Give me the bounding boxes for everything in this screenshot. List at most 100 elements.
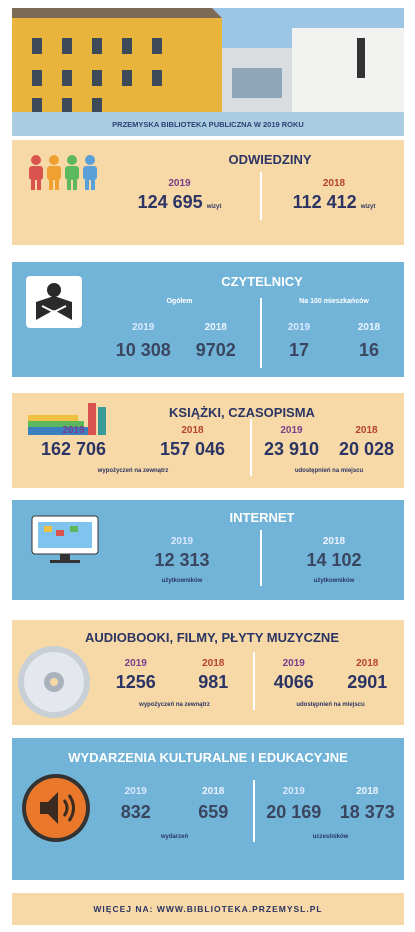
section-title: INTERNET: [230, 510, 295, 525]
group-note: użytkowników: [314, 578, 355, 584]
group-note: uczestników: [313, 834, 349, 840]
stat-value: 12 313: [154, 550, 209, 571]
icon: [24, 152, 104, 192]
section: ODWIEDZINY 2019 124 695 wizyt 2018 112 412 wiz…: [12, 140, 404, 245]
divider: [250, 419, 252, 476]
year-label: 2018: [323, 178, 345, 189]
year-label: 2018: [323, 536, 345, 547]
section-title: CZYTELNICY: [221, 274, 303, 289]
stat-value: 981: [198, 672, 228, 693]
year-label: 2018: [202, 658, 224, 669]
divider: [253, 780, 255, 842]
stat-value: 832: [121, 802, 151, 823]
stat-number: 20 028: [339, 439, 394, 459]
year-label: 2019: [283, 786, 305, 797]
stat-value: 10 308: [116, 340, 171, 361]
stat-number: 162 706: [41, 439, 106, 459]
year-label: 2018: [202, 786, 224, 797]
footer-text: WIĘCEJ NA: WWW.BIBLIOTEKA.PRZEMYSL.PL: [93, 904, 322, 914]
section: INTERNET 2019 12 313 użytkowników 2018 14 102…: [12, 500, 404, 600]
year-label: 2019: [132, 322, 154, 333]
year-label: 2018: [205, 322, 227, 333]
stat-value: 17: [289, 340, 309, 361]
group-label: Na 100 mieszkańców: [299, 298, 369, 305]
group-note: użytkowników: [162, 578, 203, 584]
year-label: 2019: [288, 322, 310, 333]
year-label: 2018: [181, 425, 203, 436]
stat-unit: wizyt: [361, 204, 376, 210]
stat-value: 16: [359, 340, 379, 361]
stat-number: 2901: [347, 672, 387, 692]
section: KSIĄŻKI, CZASOPISMA 2019 162 706 2018 157 04…: [12, 393, 404, 488]
header-photo: PRZEMYSKA BIBLIOTEKA PUBLICZNA W 2019 RO…: [12, 8, 404, 136]
divider: [260, 530, 262, 586]
stat-value: 9702: [196, 340, 236, 361]
stat-value: 4066: [274, 672, 314, 693]
stat-unit: wizyt: [207, 204, 222, 210]
stat-value: 23 910: [264, 439, 319, 460]
stat-number: 112 412: [293, 192, 357, 212]
group-note: udostępnień na miejscu: [296, 702, 364, 708]
section-title: AUDIOBOOKI, FILMY, PŁYTY MUZYCZNE: [85, 630, 339, 645]
stat-value: 162 706: [41, 439, 106, 460]
year-label: 2018: [355, 425, 377, 436]
icon: [30, 514, 100, 566]
section-title: WYDARZENIA KULTURALNE I EDUKACYJNE: [68, 750, 348, 765]
stat-number: 124 695: [138, 192, 203, 212]
stat-number: 16: [359, 340, 379, 360]
stat-number: 1256: [116, 672, 156, 692]
stat-number: 659: [198, 802, 228, 822]
stat-value: 157 046: [160, 439, 225, 460]
year-label: 2019: [168, 178, 190, 189]
group-note: udostępnień na miejscu: [295, 468, 363, 474]
year-label: 2019: [283, 658, 305, 669]
stat-number: 4066: [274, 672, 314, 692]
stat-number: 23 910: [264, 439, 319, 459]
section: CZYTELNICY Ogółem 2019 10 308 2018 9702 Na 100…: [12, 262, 404, 377]
stat-value: 659: [198, 802, 228, 823]
icon: [16, 644, 92, 720]
group-label: Ogółem: [166, 298, 192, 305]
stat-number: 17: [289, 340, 309, 360]
stat-number: 18 373: [340, 802, 395, 822]
group-note: wydarzeń: [161, 834, 188, 840]
stat-number: 20 169: [266, 802, 321, 822]
footer: WIĘCEJ NA: WWW.BIBLIOTEKA.PRZEMYSL.PL: [12, 893, 404, 925]
stat-number: 157 046: [160, 439, 225, 459]
section: AUDIOBOOKI, FILMY, PŁYTY MUZYCZNE 2019 125…: [12, 620, 404, 725]
year-label: 2018: [358, 322, 380, 333]
stat-value: 2901: [347, 672, 387, 693]
year-label: 2019: [125, 658, 147, 669]
stat-number: 981: [198, 672, 228, 692]
icon: [26, 276, 82, 328]
stat-value: 14 102: [306, 550, 361, 571]
year-label: 2019: [171, 536, 193, 547]
divider: [253, 652, 255, 710]
divider: [260, 172, 262, 220]
year-label: 2018: [356, 658, 378, 669]
stat-value: 20 028: [339, 439, 394, 460]
divider: [260, 298, 262, 368]
group-note: wypożyczeń na zewnątrz: [139, 702, 210, 708]
stat-number: 14 102: [306, 550, 361, 570]
stat-value: 1256: [116, 672, 156, 693]
year-label: 2019: [62, 425, 84, 436]
stat-value: 112 412 wizyt: [293, 192, 376, 213]
year-label: 2019: [125, 786, 147, 797]
section-title: KSIĄŻKI, CZASOPISMA: [169, 405, 315, 420]
page: {"header": {"title": "PRZEMYSKA BIBLIOTE…: [0, 0, 415, 932]
group-note: wypożyczeń na zewnątrz: [98, 468, 169, 474]
year-label: 2018: [356, 786, 378, 797]
stat-number: 10 308: [116, 340, 171, 360]
section-title: ODWIEDZINY: [228, 152, 311, 167]
stat-value: 124 695 wizyt: [138, 192, 222, 213]
stat-value: 20 169: [266, 802, 321, 823]
stat-number: 832: [121, 802, 151, 822]
stat-value: 18 373: [340, 802, 395, 823]
icon: [20, 772, 92, 844]
stat-number: 9702: [196, 340, 236, 360]
stat-number: 12 313: [154, 550, 209, 570]
header-title: PRZEMYSKA BIBLIOTEKA PUBLICZNA W 2019 RO…: [112, 120, 304, 129]
year-label: 2019: [280, 425, 302, 436]
section: WYDARZENIA KULTURALNE I EDUKACYJNE 2019 83…: [12, 738, 404, 880]
